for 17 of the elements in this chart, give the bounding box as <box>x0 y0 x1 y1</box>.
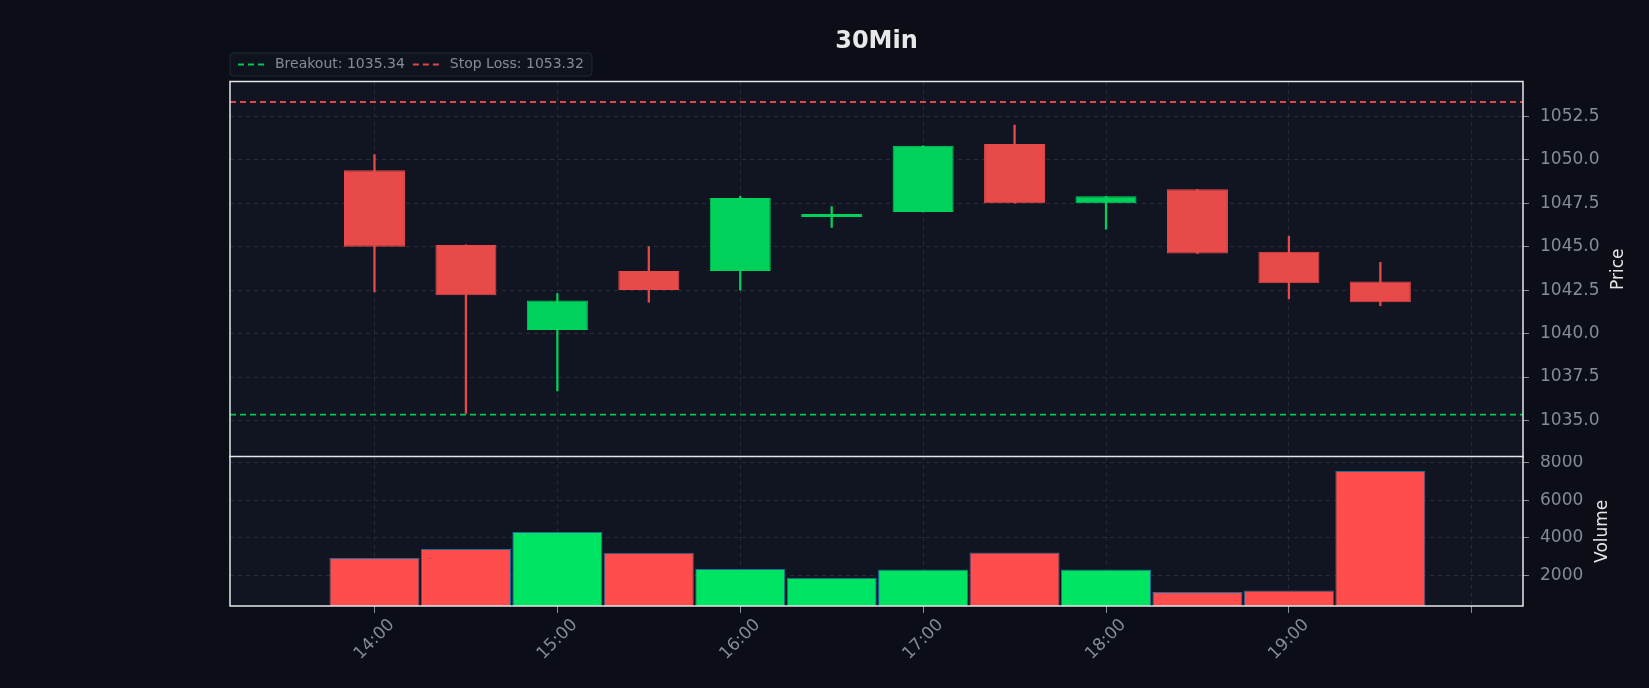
y-tick-label: 1042.5 <box>1540 278 1600 299</box>
y-tick-label: 1037.5 <box>1540 365 1600 386</box>
y-axis-title: Price <box>1606 248 1627 290</box>
y-tick-label: 1050.0 <box>1540 148 1600 169</box>
legend-label: Stop Loss: 1053.32 <box>449 55 584 72</box>
y-tick-label: 2000 <box>1540 563 1584 584</box>
y-tick-label: 1035.0 <box>1540 408 1600 429</box>
y-tick-label: 1047.5 <box>1540 191 1600 212</box>
y-tick-label: 1045.0 <box>1540 235 1600 256</box>
y-tick-label: 6000 <box>1540 488 1584 509</box>
y-axis-title: Volume <box>1590 499 1611 563</box>
y-tick-label: 4000 <box>1540 526 1584 547</box>
y-tick-label: 1052.5 <box>1540 104 1600 125</box>
y-tick-label: 8000 <box>1540 451 1584 472</box>
legend-label: Breakout: 1035.34 <box>275 55 405 72</box>
y-tick-label: 1040.0 <box>1540 321 1600 342</box>
chart-title: 30Min <box>835 26 918 55</box>
